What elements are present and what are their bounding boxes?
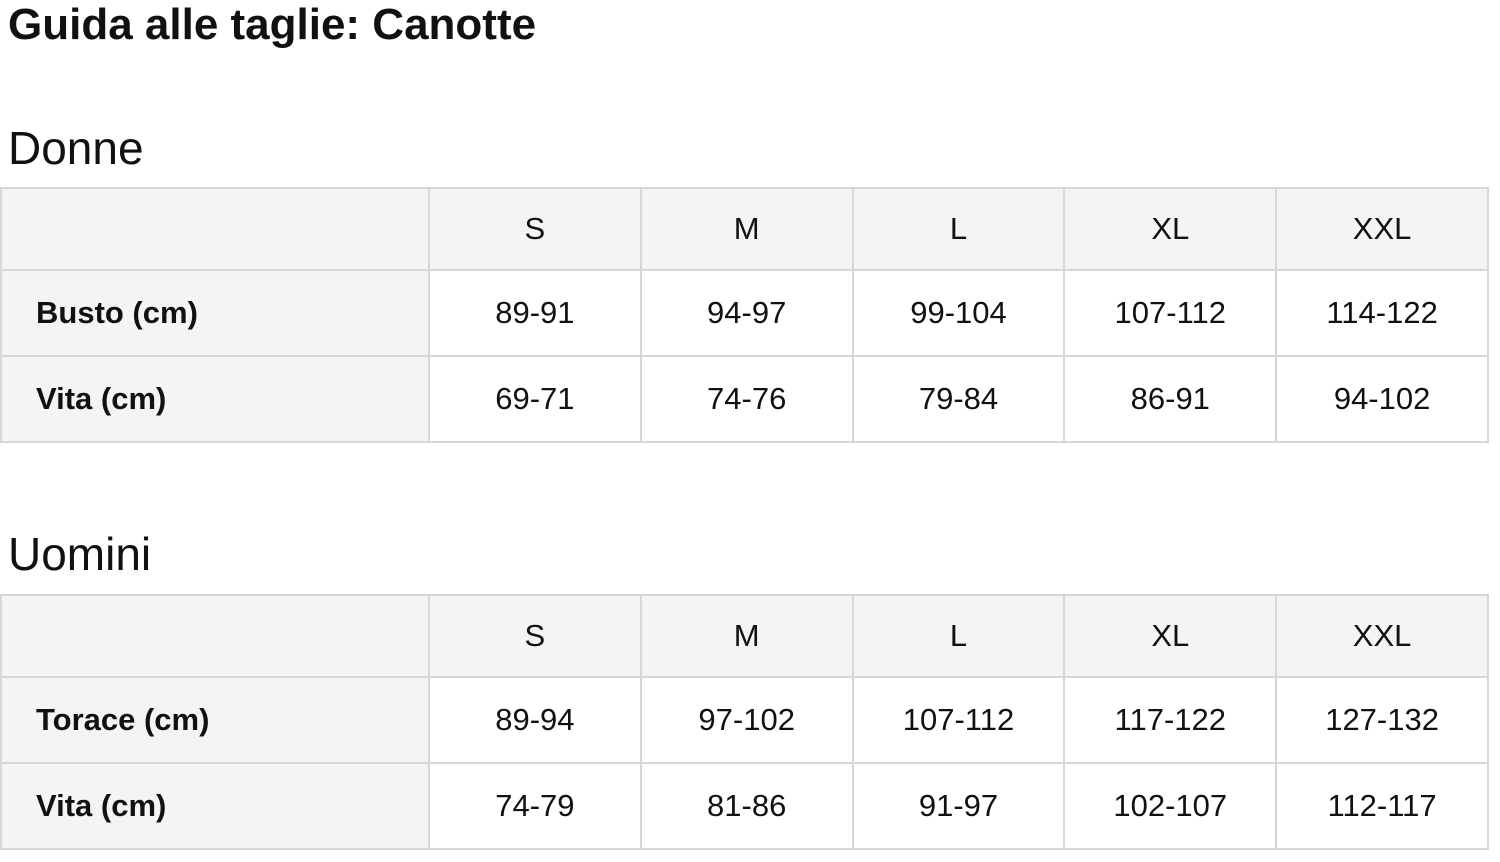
size-value: 91-97: [851, 761, 1066, 850]
size-value: 117-122: [1063, 675, 1278, 764]
table-row: Torace (cm) 89-94 97-102 107-112 117-122…: [0, 675, 1489, 764]
size-value: 97-102: [639, 675, 854, 764]
size-value: 94-97: [639, 269, 854, 358]
size-table-uomini: S M L XL XXL Torace (cm) 89-94 97-102 10…: [0, 593, 1489, 850]
size-value: 74-76: [639, 355, 854, 444]
size-value: 112-117: [1275, 761, 1489, 850]
size-value: 86-91: [1063, 355, 1278, 444]
size-value: 107-112: [851, 675, 1066, 764]
column-header-s: S: [428, 593, 642, 678]
column-header-xxl: XXL: [1275, 187, 1489, 272]
row-label: Busto (cm): [0, 269, 430, 358]
size-value: 89-91: [428, 269, 642, 358]
table-header-row: S M L XL XXL: [0, 187, 1489, 272]
size-value: 102-107: [1063, 761, 1278, 850]
column-header-xl: XL: [1063, 593, 1278, 678]
column-header-m: M: [639, 187, 854, 272]
size-value: 99-104: [851, 269, 1066, 358]
size-table-donne: S M L XL XXL Busto (cm) 89-91 94-97 99-1…: [0, 187, 1489, 444]
size-value: 107-112: [1063, 269, 1278, 358]
size-value: 81-86: [639, 761, 854, 850]
column-header-xl: XL: [1063, 187, 1278, 272]
size-value: 89-94: [428, 675, 642, 764]
column-header-xxl: XXL: [1275, 593, 1489, 678]
size-value: 114-122: [1275, 269, 1489, 358]
page-title: Guida alle taglie: Canotte: [8, 0, 537, 49]
column-header-m: M: [639, 593, 854, 678]
table-row: Vita (cm) 74-79 81-86 91-97 102-107 112-…: [0, 761, 1489, 850]
row-label: Vita (cm): [0, 355, 430, 444]
size-value: 74-79: [428, 761, 642, 850]
column-header-s: S: [428, 187, 642, 272]
column-header-l: L: [851, 187, 1066, 272]
column-header-l: L: [851, 593, 1066, 678]
row-label: Vita (cm): [0, 761, 430, 850]
corner-cell: [0, 593, 430, 678]
table-row: Busto (cm) 89-91 94-97 99-104 107-112 11…: [0, 269, 1489, 358]
size-value: 127-132: [1275, 675, 1489, 764]
size-value: 79-84: [851, 355, 1066, 444]
section-heading-uomini: Uomini: [8, 528, 152, 581]
table-header-row: S M L XL XXL: [0, 593, 1489, 678]
row-label: Torace (cm): [0, 675, 430, 764]
corner-cell: [0, 187, 430, 272]
table-row: Vita (cm) 69-71 74-76 79-84 86-91 94-102: [0, 355, 1489, 444]
size-value: 94-102: [1275, 355, 1489, 444]
size-value: 69-71: [428, 355, 642, 444]
section-heading-donne: Donne: [8, 121, 144, 174]
